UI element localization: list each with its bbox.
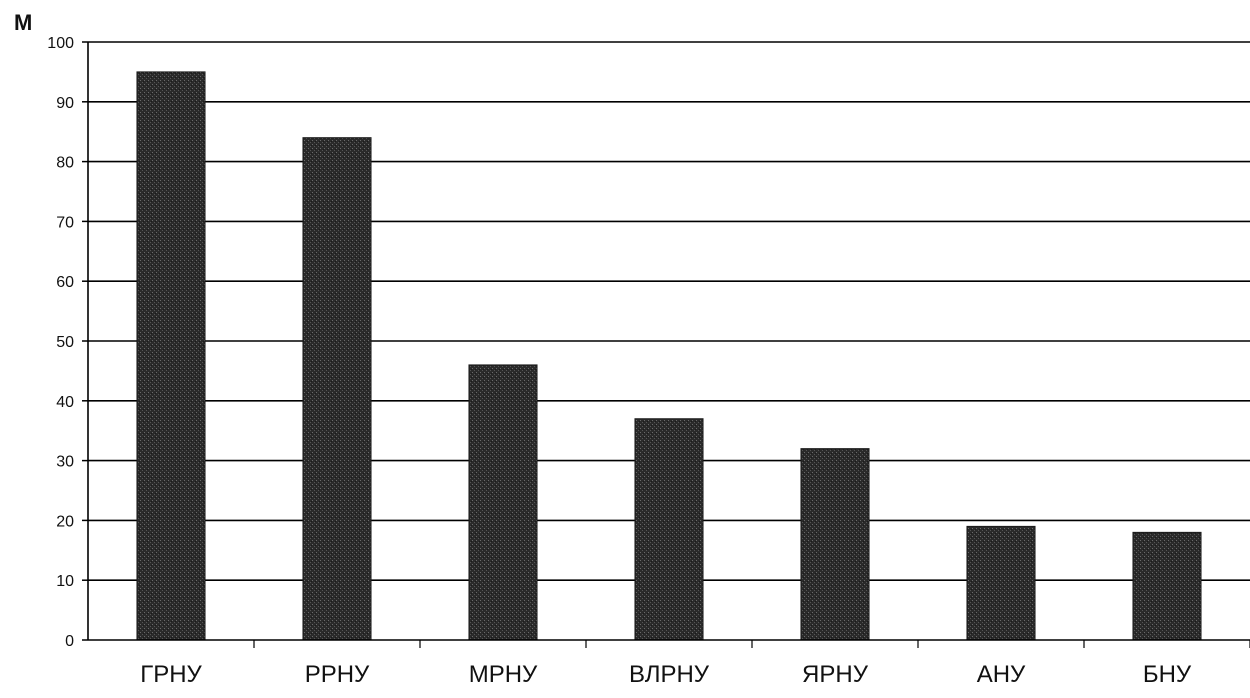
axes [82,41,1250,648]
y-tick-label: 100 [47,35,74,52]
y-tick-label: 20 [56,513,74,530]
y-axis-label: М [14,10,32,35]
x-tick-label: ВЛРНУ [629,661,710,688]
bar-4 [800,448,870,641]
y-tick-label: 10 [56,573,74,590]
tick-labels: 0 10 20 30 40 50 60 70 80 90 100 ГРНУ РРНУ МРНУ ВЛРНУ Я… [47,35,1192,688]
gridlines [88,41,1250,582]
bar-2 [468,364,538,641]
x-tick-label: МРНУ [469,661,538,688]
y-tick-label: 80 [56,155,74,172]
x-tick-label: АНУ [977,661,1026,688]
x-tick-label: ЯРНУ [802,661,869,688]
y-tick-label: 60 [56,274,74,291]
x-tick-label: БНУ [1143,661,1192,688]
bar-5 [966,525,1036,641]
y-tick-label: 30 [56,454,74,471]
y-tick-label: 90 [56,95,74,112]
y-tick-label: 50 [56,334,74,351]
x-tick-label: ГРНУ [140,661,202,688]
y-tick-label: 70 [56,214,74,231]
bar-6 [1132,531,1202,641]
y-tick-label: 0 [65,633,74,650]
bars [136,71,1202,641]
bar-0 [136,71,206,641]
bar-3 [634,418,704,641]
y-tick-label: 40 [56,394,74,411]
x-tick-label: РРНУ [305,661,370,688]
bar-1 [302,137,372,641]
